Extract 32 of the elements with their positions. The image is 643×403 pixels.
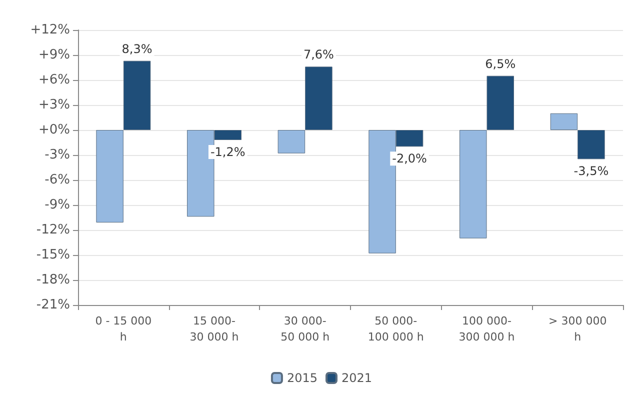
y-tick-label: +3% [38, 98, 70, 112]
data-label: -2,0% [392, 152, 427, 166]
y-tick-label: -9% [44, 198, 70, 212]
bar [578, 130, 605, 160]
legend-label: 2015 [286, 371, 318, 385]
bar [278, 130, 306, 154]
y-tick-label: -21% [36, 298, 70, 312]
y-tick-label: +6% [38, 72, 70, 88]
legend-label: 2021 [342, 371, 372, 385]
y-tick-label: -18% [36, 272, 70, 288]
x-tick-label: 100 000- 300 000 h [458, 314, 515, 344]
data-label: 7,6% [303, 48, 334, 62]
y-tick-label: -15% [36, 248, 70, 262]
x-tick-label: 0 - 15 000 h [95, 314, 152, 344]
data-label: -1,2% [210, 145, 246, 159]
y-tick-label: +12% [30, 22, 70, 38]
y-tick-label: +0% [38, 122, 70, 138]
x-tick-label: 30 000- 50 000 h [280, 314, 330, 344]
x-tick-label: 15 000- 30 000 h [190, 314, 239, 344]
data-label: 6,5% [485, 56, 516, 71]
bar [96, 130, 124, 222]
data-label: 8,3% [122, 42, 152, 56]
y-tick-label: -6% [44, 172, 70, 188]
y-tick-label: +9% [38, 48, 70, 62]
data-label: -3,5% [574, 164, 609, 178]
bar [123, 60, 151, 130]
bar [550, 113, 578, 130]
y-tick-label: -12% [36, 222, 70, 238]
x-tick-label: 50 000- 100 000 h [368, 314, 424, 344]
x-tick-label: > 300 000 h [548, 314, 607, 344]
bar [305, 66, 332, 130]
y-tick-label: -3% [44, 148, 70, 162]
